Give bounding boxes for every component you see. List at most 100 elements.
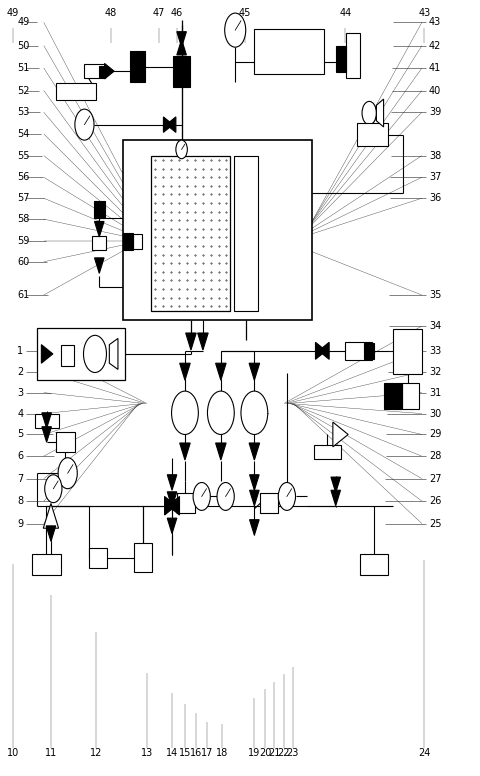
Polygon shape: [198, 333, 208, 350]
Polygon shape: [319, 342, 329, 359]
Text: 25: 25: [429, 518, 442, 528]
Polygon shape: [180, 363, 190, 380]
Text: 9: 9: [17, 518, 24, 528]
Bar: [260, 494, 278, 514]
Text: 43: 43: [418, 8, 431, 18]
Text: 56: 56: [17, 172, 30, 182]
Text: 61: 61: [17, 290, 30, 300]
Text: 59: 59: [17, 236, 30, 246]
Text: 27: 27: [429, 473, 442, 483]
Bar: [346, 33, 360, 78]
Circle shape: [45, 475, 62, 503]
Text: 34: 34: [429, 321, 441, 331]
Polygon shape: [331, 490, 340, 506]
Bar: [384, 383, 402, 409]
Text: 33: 33: [429, 346, 441, 356]
Text: 10: 10: [7, 748, 19, 758]
Text: 60: 60: [17, 257, 30, 267]
Polygon shape: [180, 443, 190, 460]
Text: 18: 18: [216, 748, 228, 758]
Text: 6: 6: [17, 451, 24, 461]
Text: 39: 39: [429, 107, 441, 117]
Polygon shape: [165, 497, 176, 515]
Bar: [177, 494, 195, 514]
Text: 36: 36: [429, 193, 441, 203]
Text: 20: 20: [259, 748, 272, 758]
Polygon shape: [167, 475, 177, 490]
Bar: [336, 46, 346, 72]
Text: 38: 38: [429, 151, 441, 161]
Text: 51: 51: [17, 63, 30, 73]
Polygon shape: [331, 477, 340, 493]
Text: 50: 50: [17, 40, 30, 50]
Bar: [314, 445, 340, 459]
Circle shape: [75, 109, 94, 140]
Bar: [123, 233, 133, 250]
Text: 28: 28: [429, 451, 442, 461]
Text: 19: 19: [248, 748, 261, 758]
Polygon shape: [250, 490, 259, 506]
Text: 31: 31: [429, 388, 441, 397]
Text: 21: 21: [268, 748, 281, 758]
Bar: [36, 327, 125, 380]
Circle shape: [207, 391, 234, 435]
Text: 17: 17: [201, 748, 214, 758]
Text: 7: 7: [17, 473, 24, 483]
Bar: [94, 200, 105, 217]
Text: 30: 30: [429, 408, 441, 418]
Text: 24: 24: [418, 748, 431, 758]
Polygon shape: [95, 258, 104, 273]
Polygon shape: [177, 40, 186, 55]
Bar: [364, 343, 374, 359]
Bar: [60, 345, 74, 366]
Bar: [393, 329, 422, 374]
Polygon shape: [42, 427, 51, 442]
Text: 5: 5: [17, 429, 24, 439]
Bar: [32, 554, 60, 576]
Polygon shape: [167, 518, 177, 534]
Polygon shape: [250, 520, 259, 535]
Polygon shape: [105, 64, 114, 79]
Text: 37: 37: [429, 172, 442, 182]
Circle shape: [58, 458, 77, 489]
Polygon shape: [109, 338, 118, 369]
Text: 16: 16: [190, 748, 202, 758]
Polygon shape: [216, 443, 226, 460]
Bar: [84, 64, 105, 78]
Polygon shape: [315, 342, 326, 359]
Polygon shape: [95, 221, 104, 237]
Text: 15: 15: [179, 748, 191, 758]
Text: 32: 32: [429, 367, 442, 376]
Circle shape: [362, 102, 376, 125]
Polygon shape: [177, 32, 186, 47]
Text: 12: 12: [90, 748, 103, 758]
Text: 49: 49: [17, 17, 30, 27]
Bar: [99, 66, 104, 77]
Circle shape: [84, 335, 107, 372]
Text: 52: 52: [17, 85, 30, 95]
Text: 14: 14: [166, 748, 178, 758]
Text: 53: 53: [17, 107, 30, 117]
Circle shape: [176, 140, 187, 159]
Text: 47: 47: [153, 8, 165, 18]
Text: 4: 4: [17, 408, 24, 418]
Bar: [402, 383, 419, 409]
Polygon shape: [167, 492, 177, 508]
Text: 8: 8: [17, 496, 24, 506]
Text: 26: 26: [429, 496, 442, 506]
Text: 49: 49: [7, 8, 19, 18]
Text: 22: 22: [277, 748, 290, 758]
Bar: [92, 236, 107, 250]
Bar: [254, 29, 324, 74]
Polygon shape: [249, 443, 260, 460]
Polygon shape: [250, 475, 259, 490]
Polygon shape: [46, 526, 56, 542]
Bar: [56, 432, 75, 452]
Text: 43: 43: [429, 17, 441, 27]
Polygon shape: [333, 422, 348, 447]
Text: 2: 2: [17, 367, 24, 376]
Bar: [35, 414, 59, 428]
Polygon shape: [216, 363, 226, 380]
Bar: [130, 51, 145, 82]
Circle shape: [217, 483, 234, 511]
